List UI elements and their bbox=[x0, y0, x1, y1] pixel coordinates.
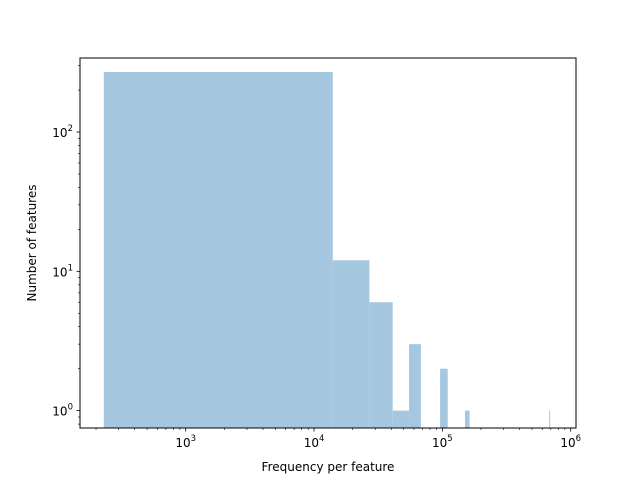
histogram-bar-5 bbox=[440, 368, 448, 428]
x-axis-ticks: 103 104 105 106 bbox=[175, 428, 581, 450]
histogram-bar-2 bbox=[369, 302, 393, 428]
histogram-bar-1 bbox=[332, 260, 370, 428]
y-tick-label: 101 bbox=[52, 263, 73, 279]
histogram-bar-3 bbox=[392, 410, 410, 428]
x-tick-label: 103 bbox=[175, 434, 196, 450]
x-tick-label: 106 bbox=[560, 434, 581, 450]
plot-frame bbox=[79, 57, 577, 429]
x-tick-label: 104 bbox=[304, 434, 325, 450]
histogram-bar-0 bbox=[103, 71, 333, 428]
y-axis-label: Number of features bbox=[25, 185, 39, 302]
y-tick-label: 100 bbox=[52, 403, 73, 419]
y-axis-ticks: 100 101 102 bbox=[52, 124, 80, 419]
histogram-bar-7 bbox=[549, 410, 551, 428]
y-tick-label: 102 bbox=[52, 124, 73, 140]
histogram-bar-6 bbox=[464, 410, 470, 428]
x-tick-label: 105 bbox=[432, 434, 453, 450]
histogram-bar-4 bbox=[409, 344, 421, 428]
histogram-bars bbox=[103, 71, 551, 428]
x-axis-label: Frequency per feature bbox=[262, 460, 395, 474]
